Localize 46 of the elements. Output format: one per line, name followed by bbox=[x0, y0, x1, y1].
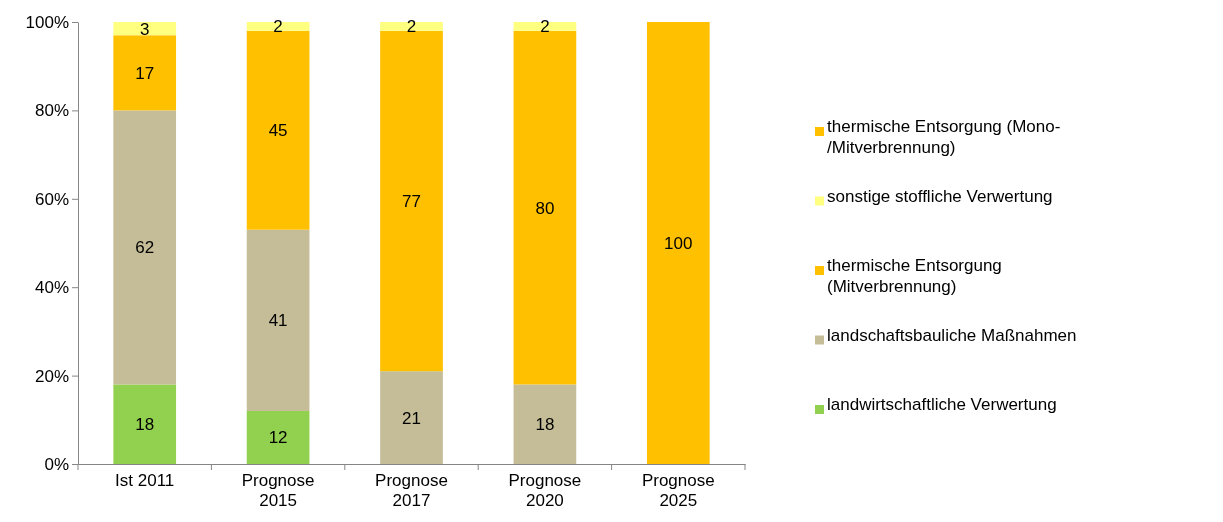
y-tick-label: 40% bbox=[34, 278, 69, 298]
bar bbox=[646, 22, 710, 464]
bar bbox=[113, 110, 177, 385]
x-tick-label: Prognose 2025 bbox=[641, 471, 715, 511]
data-label: 12 bbox=[268, 428, 288, 448]
y-tick-label: 100% bbox=[25, 12, 69, 32]
data-label: 41 bbox=[268, 311, 288, 331]
data-label: 2 bbox=[406, 17, 417, 37]
data-label: 21 bbox=[402, 408, 421, 428]
y-tick-label: 0% bbox=[44, 454, 69, 474]
bar bbox=[113, 35, 177, 111]
data-label: 100 bbox=[664, 233, 693, 253]
data-label: 62 bbox=[135, 238, 155, 258]
y-tick-label: 60% bbox=[34, 189, 69, 209]
bar bbox=[380, 22, 443, 31]
data-label: 80 bbox=[535, 198, 555, 218]
bar bbox=[113, 22, 177, 36]
legend-label: sonstige stoffliche Verwertung bbox=[827, 186, 1053, 206]
data-label: 17 bbox=[135, 63, 155, 83]
x-tick-label: Prognose 2020 bbox=[508, 471, 582, 511]
bar bbox=[513, 22, 577, 31]
bar bbox=[513, 30, 577, 385]
bar bbox=[246, 229, 310, 411]
data-label: 2 bbox=[273, 17, 283, 37]
x-tick-label: Prognose 2015 bbox=[241, 471, 315, 511]
x-tick-label: Prognose 2017 bbox=[375, 471, 448, 511]
legend-label: thermische Entsorgung (Mitverbrennung) bbox=[827, 256, 1002, 297]
data-label: 45 bbox=[268, 121, 288, 141]
bar bbox=[113, 384, 177, 464]
y-tick-label: 80% bbox=[34, 101, 69, 121]
data-label: 77 bbox=[402, 191, 421, 211]
bar bbox=[246, 410, 310, 464]
data-label: 3 bbox=[139, 19, 150, 39]
x-tick-label: Ist 2011 bbox=[115, 471, 175, 490]
bar bbox=[380, 30, 443, 372]
bar bbox=[380, 371, 443, 464]
data-label: 18 bbox=[535, 415, 555, 435]
legend-label: thermische Entsorgung (Mono-/Mitverbrennung) bbox=[827, 117, 1061, 158]
data-label: 18 bbox=[135, 415, 155, 435]
bar bbox=[246, 30, 310, 230]
y-tick-label: 20% bbox=[34, 366, 69, 386]
legend-label: landwirtschaftliche Verwertung bbox=[827, 395, 1057, 414]
legend-label: landschaftsbauliche Maßnahmen bbox=[827, 325, 1077, 345]
bar bbox=[513, 384, 577, 464]
data-label: 2 bbox=[540, 17, 550, 37]
bar bbox=[246, 22, 310, 31]
